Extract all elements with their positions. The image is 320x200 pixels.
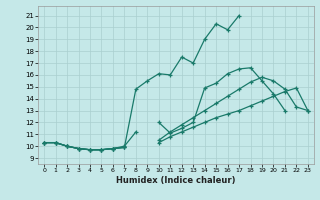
X-axis label: Humidex (Indice chaleur): Humidex (Indice chaleur) [116,176,236,185]
